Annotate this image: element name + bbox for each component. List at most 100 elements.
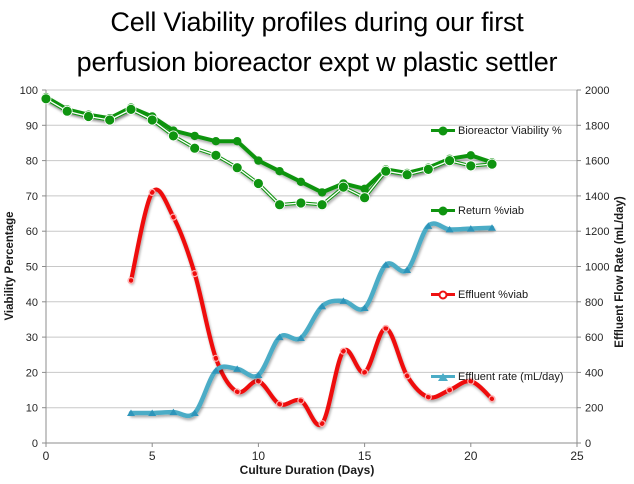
right-axis-title: Effluent Flow Rate (mL/day) [614, 196, 626, 348]
effluent-viab-marker [361, 368, 369, 376]
return-marker [40, 93, 52, 105]
bioreactor-marker [190, 131, 199, 141]
effluent-rate-marker [190, 409, 199, 416]
legend-item-effluent-rate: Effluent rate (mL/day) [431, 370, 564, 383]
return-marker [104, 114, 116, 126]
return-marker [125, 104, 137, 115]
effluent-rate-marker [275, 333, 284, 341]
right-tick-label: 1800 [585, 120, 609, 132]
legend-label-bioreactor: Bioreactor Viability % [458, 124, 562, 137]
legend-marker-bioreactor [431, 124, 455, 137]
effluent-viab-marker [467, 377, 475, 385]
left-tick-label: 60 [26, 226, 38, 238]
bioreactor-marker [211, 137, 221, 146]
series-effluent-rate-ml-day [127, 221, 496, 419]
bioreactor-marker [360, 184, 369, 193]
effluent-viab-marker [148, 188, 156, 196]
x-axis-title: Culture Duration (Days) [239, 463, 375, 477]
effluent-viab-marker [169, 213, 177, 221]
return-marker [295, 197, 307, 209]
return-marker [146, 114, 158, 126]
effluent-rate-marker [424, 222, 433, 229]
right-tick-label: 1600 [585, 156, 609, 168]
return-marker [380, 165, 392, 177]
right-tick-label: 1400 [585, 191, 609, 203]
chart-title-line1: Cell Viability profiles during our first [110, 7, 524, 37]
return-marker [401, 169, 413, 181]
effluent-viab-marker [297, 397, 305, 405]
x-tick-label: 0 [43, 449, 50, 463]
right-tick-label: 600 [585, 332, 603, 344]
return-marker [252, 178, 264, 189]
effluent-rate-marker [211, 367, 220, 374]
return-marker [444, 155, 456, 167]
effluent-viab-marker [127, 277, 135, 285]
x-tick-label: 15 [358, 449, 372, 463]
bioreactor-marker [317, 188, 327, 197]
effluent-viab-marker [339, 347, 347, 355]
right-tick-label: 1200 [585, 226, 609, 238]
effluent-viab-marker [191, 270, 199, 278]
effluent-viab-marker [212, 354, 220, 362]
return-marker [231, 162, 243, 174]
effluent-rate-marker [169, 408, 178, 416]
chart-title: Cell Viability profiles during our first… [0, 2, 634, 82]
left-tick-label: 50 [26, 262, 38, 274]
return-marker [210, 149, 222, 161]
effluent-rate-marker [445, 225, 454, 233]
effluent-rate-marker [466, 225, 475, 232]
bioreactor-marker [254, 156, 263, 165]
legend-item-effluent-viab: Effluent %viab [431, 288, 528, 301]
return-marker [486, 158, 498, 170]
left-tick-label: 100 [20, 85, 38, 97]
return-marker [61, 105, 73, 117]
effluent-viab-marker [382, 324, 390, 332]
series-return-viab [40, 93, 498, 211]
return-marker [316, 199, 328, 211]
legend-item-bioreactor-viability: Bioreactor Viability % [431, 124, 562, 137]
return-marker [189, 142, 201, 154]
effluent-rate-marker [381, 261, 390, 268]
effluent-rate-marker [488, 224, 496, 231]
return-marker [167, 130, 179, 142]
legend-marker-return [431, 204, 455, 217]
x-tick-label: 25 [570, 449, 584, 463]
tick-labels: 0102030405060708090100020040060080010001… [20, 85, 610, 463]
gridlines [46, 89, 577, 409]
series-bioreactor-viability [41, 92, 497, 197]
right-tick-label: 2000 [585, 85, 609, 97]
bioreactor-marker [233, 137, 242, 146]
left-axis-title: Viability Percentage [4, 211, 16, 321]
effluent-rate-marker [254, 371, 263, 378]
effluent-rate-marker [296, 334, 305, 341]
bioreactor-marker [296, 177, 306, 186]
effluent-viab-marker [233, 388, 241, 396]
legend-item-return-viab: Return %viab [431, 204, 524, 217]
effluent-viab-marker [403, 372, 411, 380]
left-tick-label: 40 [26, 297, 38, 309]
left-tick-label: 90 [26, 120, 38, 132]
effluent-rate-marker [148, 409, 157, 416]
return-marker [337, 181, 349, 193]
x-tick-label: 10 [252, 449, 266, 463]
x-tick-label: 5 [149, 449, 156, 463]
return-marker [422, 163, 434, 175]
left-tick-label: 20 [26, 367, 38, 379]
bioreactor-marker [275, 167, 284, 176]
effluent-rate-marker [127, 409, 135, 416]
effluent-viab-marker [276, 400, 284, 408]
axes [42, 89, 581, 447]
effluent-viab-marker [488, 395, 496, 403]
effluent-viab-marker [318, 420, 326, 428]
left-tick-label: 30 [26, 332, 38, 344]
right-tick-label: 1000 [585, 262, 609, 274]
right-tick-label: 400 [585, 367, 603, 379]
return-marker [359, 192, 371, 204]
return-marker [465, 160, 477, 172]
left-tick-label: 80 [26, 156, 38, 168]
effluent-rate-marker [318, 302, 327, 310]
legend-label-return: Return %viab [458, 204, 525, 217]
return-marker [274, 199, 286, 211]
